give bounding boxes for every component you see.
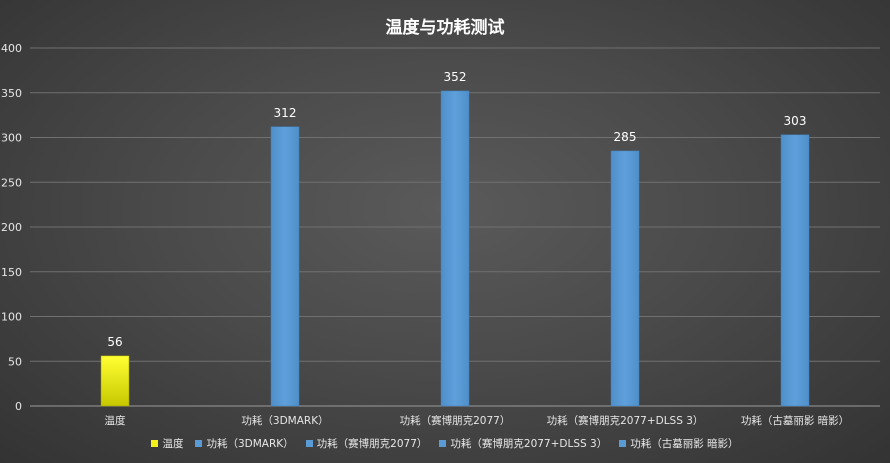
- x-tick-label: 功耗（赛博朋克2077）: [400, 414, 511, 427]
- x-tick-label: 温度: [105, 414, 126, 427]
- legend-swatch: [305, 440, 313, 447]
- legend-label: 功耗（赛博朋克2077）: [316, 438, 428, 450]
- legend-swatch: [195, 440, 203, 447]
- legend-label: 功耗（赛博朋克2077+DLSS 3）: [450, 438, 608, 450]
- y-tick-label: 300: [1, 132, 22, 145]
- y-tick-label: 400: [1, 42, 22, 55]
- y-tick-label: 150: [1, 266, 22, 279]
- y-tick-label: 100: [1, 311, 22, 324]
- legend-item: 功耗（赛博朋克2077）: [305, 436, 428, 451]
- y-tick-label: 200: [1, 221, 22, 234]
- legend: 温度 功耗（3DMARK） 功耗（赛博朋克2077） 功耗（赛博朋克2077+DLSS…: [0, 436, 890, 451]
- legend-label: 功耗（3DMARK）: [206, 438, 294, 450]
- bar: [780, 134, 810, 407]
- legend-item: 功耗（古墓丽影 暗影）: [619, 436, 739, 451]
- x-tick-label: 功耗（古墓丽影 暗影）: [741, 414, 849, 427]
- bar: [610, 150, 640, 407]
- legend-label: 功耗（古墓丽影 暗影）: [630, 438, 739, 450]
- data-label: 352: [444, 70, 467, 84]
- y-tick-label: 250: [1, 176, 22, 189]
- legend-label: 温度: [162, 438, 184, 450]
- y-tick-label: 350: [1, 87, 22, 100]
- legend-item: 温度: [151, 436, 183, 451]
- legend-item: 功耗（赛博朋克2077+DLSS 3）: [439, 436, 607, 451]
- data-label: 56: [107, 335, 122, 349]
- data-label: 312: [274, 106, 297, 120]
- legend-item: 功耗（3DMARK）: [195, 436, 294, 451]
- y-tick-label: 50: [8, 355, 22, 368]
- y-tick-label: 0: [15, 400, 22, 413]
- legend-swatch: [619, 440, 627, 447]
- bar: [270, 126, 300, 407]
- chart-title: 温度与功耗测试: [385, 18, 505, 38]
- data-label: 285: [614, 130, 637, 144]
- legend-swatch: [439, 440, 447, 447]
- x-tick-label: 功耗（赛博朋克2077+DLSS 3）: [547, 414, 704, 427]
- data-label: 303: [784, 114, 807, 128]
- bar: [440, 90, 470, 407]
- x-tick-label: 功耗（3DMARK）: [241, 415, 328, 427]
- legend-swatch: [151, 440, 159, 447]
- bar: [100, 355, 130, 407]
